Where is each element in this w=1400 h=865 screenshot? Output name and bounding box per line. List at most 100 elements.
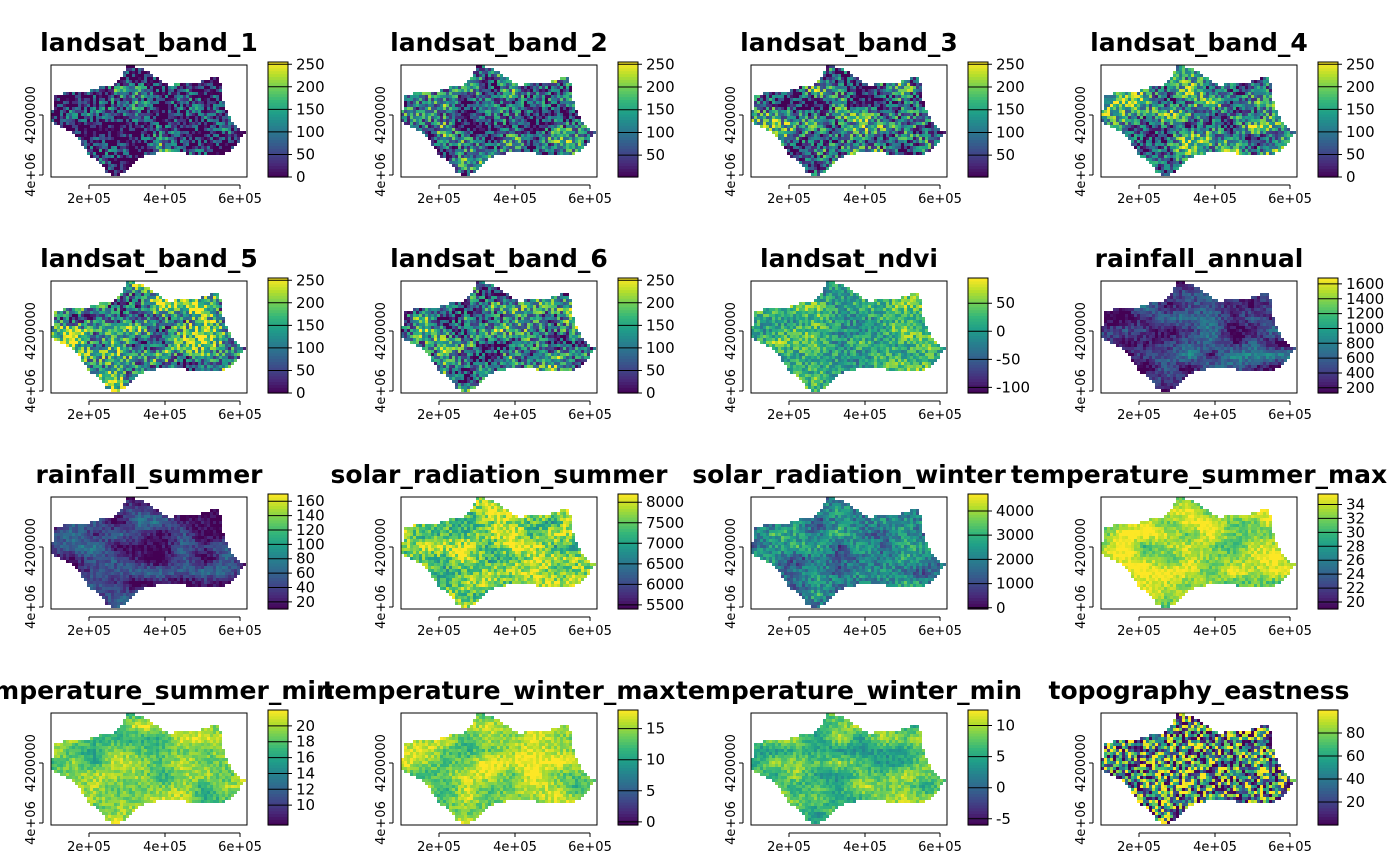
raster-cell bbox=[829, 83, 832, 86]
raster-cell bbox=[1170, 98, 1173, 101]
raster-cell bbox=[494, 89, 497, 92]
raster-cell bbox=[467, 95, 470, 98]
raster-cell bbox=[895, 98, 898, 101]
raster-cell bbox=[111, 161, 114, 164]
raster-cell bbox=[147, 128, 150, 131]
raster-cell bbox=[560, 104, 563, 107]
raster-cell bbox=[467, 167, 470, 170]
raster-cell bbox=[1128, 92, 1131, 95]
raster-cell bbox=[907, 80, 910, 83]
raster-cell bbox=[883, 125, 886, 128]
raster-cell bbox=[829, 104, 832, 107]
raster-cell bbox=[883, 98, 886, 101]
raster-cell bbox=[835, 140, 838, 143]
raster-cell bbox=[150, 140, 153, 143]
raster-cell bbox=[868, 104, 871, 107]
raster-cell bbox=[168, 104, 171, 107]
raster-cell bbox=[868, 140, 871, 143]
raster-cell bbox=[527, 104, 530, 107]
raster-cell bbox=[545, 122, 548, 125]
raster-cell bbox=[192, 83, 195, 86]
raster-cell bbox=[554, 152, 557, 155]
raster-cell bbox=[530, 98, 533, 101]
raster-cell bbox=[138, 143, 141, 146]
raster-cell bbox=[820, 152, 823, 155]
raster-cell bbox=[1173, 80, 1176, 83]
raster-cell bbox=[225, 131, 228, 134]
raster-cell bbox=[434, 116, 437, 119]
raster-cell bbox=[928, 146, 931, 149]
raster-cell bbox=[793, 92, 796, 95]
raster-cell bbox=[856, 104, 859, 107]
raster-cell bbox=[126, 74, 129, 77]
raster-cell bbox=[479, 125, 482, 128]
raster-cell bbox=[901, 98, 904, 101]
raster-cell bbox=[1104, 107, 1107, 110]
raster-cell bbox=[913, 140, 916, 143]
raster-cell bbox=[856, 98, 859, 101]
raster-cell bbox=[497, 119, 500, 122]
raster-cell bbox=[452, 95, 455, 98]
raster-cell bbox=[186, 149, 189, 152]
raster-cell bbox=[189, 131, 192, 134]
raster-cell bbox=[470, 101, 473, 104]
raster-cell bbox=[557, 101, 560, 104]
raster-cell bbox=[500, 104, 503, 107]
raster-cell bbox=[225, 119, 228, 122]
raster-cell bbox=[228, 128, 231, 131]
raster-cell bbox=[189, 116, 192, 119]
raster-image bbox=[751, 65, 946, 176]
raster-cell bbox=[168, 128, 171, 131]
raster-cell bbox=[141, 146, 144, 149]
raster-cell bbox=[452, 104, 455, 107]
raster-cell bbox=[557, 89, 560, 92]
raster-cell bbox=[823, 134, 826, 137]
raster-cell bbox=[829, 134, 832, 137]
raster-cell bbox=[216, 83, 219, 86]
raster-cell bbox=[183, 137, 186, 140]
raster-cell bbox=[90, 146, 93, 149]
raster-cell bbox=[78, 125, 81, 128]
raster-cell bbox=[105, 113, 108, 116]
raster-cell bbox=[81, 110, 84, 113]
raster-cell bbox=[856, 149, 859, 152]
raster-cell bbox=[120, 140, 123, 143]
raster-cell bbox=[832, 125, 835, 128]
raster-cell bbox=[506, 125, 509, 128]
raster-cell bbox=[437, 128, 440, 131]
raster-cell bbox=[153, 80, 156, 83]
raster-cell bbox=[512, 146, 515, 149]
raster-cell bbox=[165, 92, 168, 95]
raster-cell bbox=[811, 95, 814, 98]
raster-cell bbox=[904, 107, 907, 110]
raster-cell bbox=[216, 146, 219, 149]
raster-cell bbox=[886, 149, 889, 152]
raster-cell bbox=[533, 137, 536, 140]
raster-cell bbox=[796, 146, 799, 149]
raster-cell bbox=[204, 146, 207, 149]
raster-cell bbox=[57, 104, 60, 107]
raster-cell bbox=[536, 128, 539, 131]
raster-cell bbox=[1263, 101, 1266, 104]
raster-cell bbox=[1122, 92, 1125, 95]
raster-cell bbox=[883, 95, 886, 98]
raster-cell bbox=[536, 122, 539, 125]
raster-cell bbox=[449, 161, 452, 164]
raster-cell bbox=[530, 128, 533, 131]
raster-cell bbox=[479, 101, 482, 104]
raster-cell bbox=[120, 86, 123, 89]
raster-cell bbox=[201, 104, 204, 107]
raster-cell bbox=[1224, 104, 1227, 107]
raster-cell bbox=[799, 104, 802, 107]
raster-cell bbox=[1200, 98, 1203, 101]
raster-cell bbox=[473, 167, 476, 170]
raster-cell bbox=[1239, 89, 1242, 92]
raster-cell bbox=[491, 77, 494, 80]
raster-cell bbox=[159, 86, 162, 89]
raster-cell bbox=[240, 131, 243, 134]
raster-cell bbox=[1149, 107, 1152, 110]
raster-cell bbox=[817, 113, 820, 116]
raster-cell bbox=[90, 101, 93, 104]
raster-cell bbox=[476, 140, 479, 143]
raster-cell bbox=[458, 137, 461, 140]
